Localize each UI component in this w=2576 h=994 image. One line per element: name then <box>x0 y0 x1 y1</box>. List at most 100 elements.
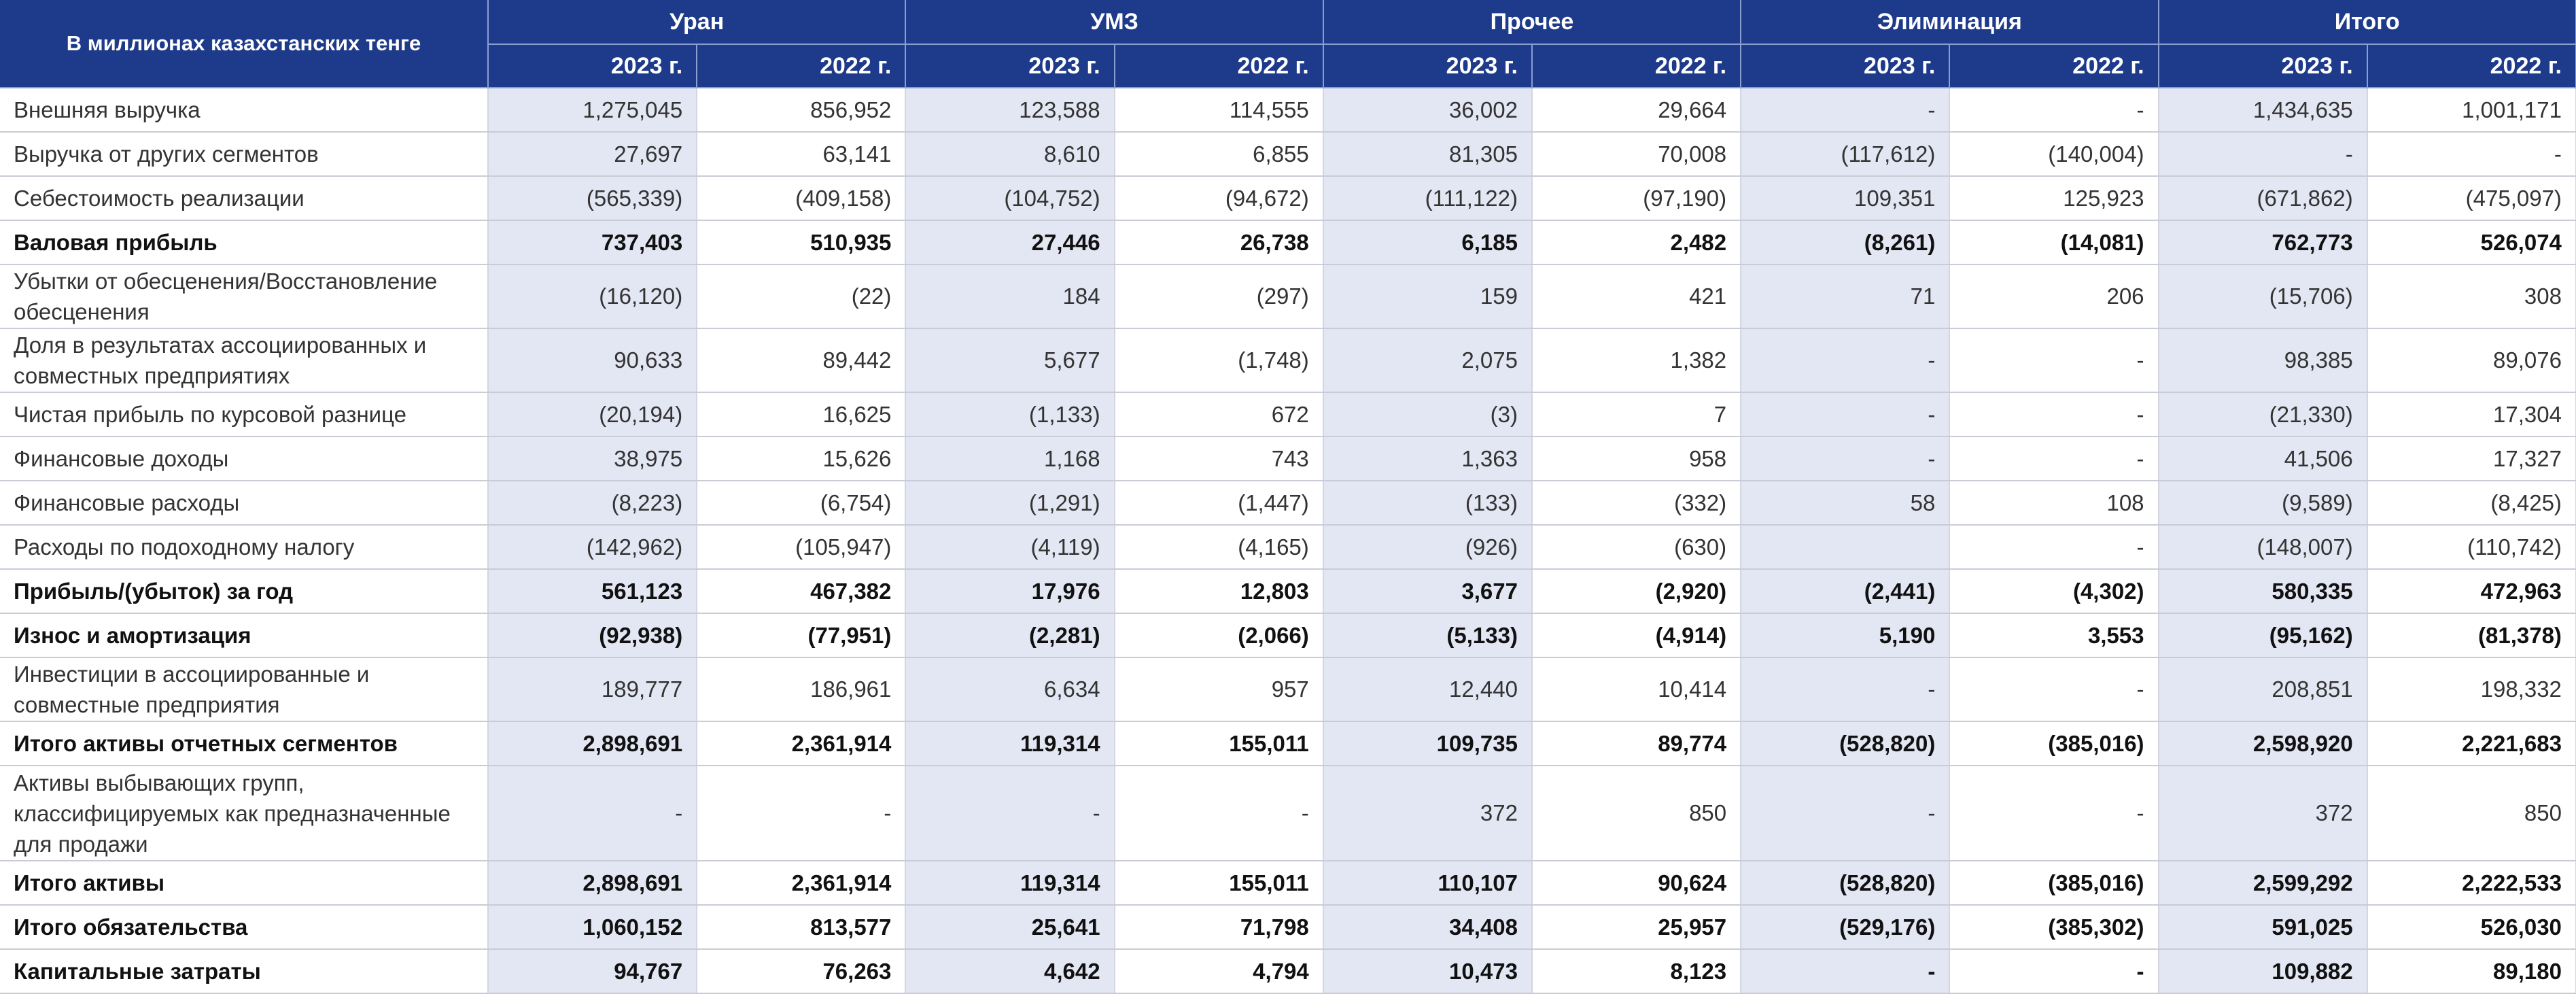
value-cell: 308 <box>2367 264 2576 329</box>
value-cell: 25,957 <box>1531 905 1742 950</box>
value-cell: - <box>1949 766 2159 861</box>
value-cell: 71 <box>1741 264 1951 329</box>
value-cell: 27,446 <box>905 220 1115 265</box>
value-cell: 737,403 <box>488 220 698 265</box>
year-header: 2023 г. <box>2158 44 2368 88</box>
value-cell: 89,180 <box>2367 949 2576 994</box>
value-cell: (3) <box>1323 392 1533 437</box>
value-cell: 38,975 <box>488 436 698 481</box>
value-cell: 70,008 <box>1531 132 1742 177</box>
value-cell: 6,185 <box>1323 220 1533 265</box>
value-cell: 526,030 <box>2367 905 2576 950</box>
value-cell: - <box>1949 525 2159 570</box>
value-cell: 813,577 <box>697 905 907 950</box>
value-cell: - <box>905 766 1115 861</box>
row-label: Доля в результатах ассоциированных и сов… <box>0 328 489 393</box>
table-row: Себестоимость реализации (565,339) (409,15… <box>0 176 2576 221</box>
row-label: Выручка от других сегментов <box>0 132 489 177</box>
row-label: Расходы по подоходному налогу <box>0 525 489 570</box>
value-cell: 81,305 <box>1323 132 1533 177</box>
row-label: Валовая прибыль <box>0 220 489 265</box>
value-cell: (6,754) <box>697 481 907 526</box>
table-row: Капитальные затраты 94,767 76,263 4,642 4,79… <box>0 949 2576 994</box>
value-cell: (409,158) <box>697 176 907 221</box>
table-row: Финансовые расходы (8,223) (6,754) (1,291)(… <box>0 481 2576 526</box>
value-cell: 2,075 <box>1323 328 1533 393</box>
value-cell: 159 <box>1323 264 1533 329</box>
value-cell: 41,506 <box>2158 436 2368 481</box>
table-row: Финансовые доходы 38,975 15,626 1,168 743 1,3… <box>0 436 2576 481</box>
row-label: Себестоимость реализации <box>0 176 489 221</box>
value-cell: 98,385 <box>2158 328 2368 393</box>
value-cell: - <box>1741 657 1951 722</box>
value-cell: 155,011 <box>1114 861 1324 906</box>
table-row: Итого обязательства 1,060,152 813,577 25,64… <box>0 905 2576 950</box>
table-row: Валовая прибыль 737,403 510,935 27,446 26,73… <box>0 220 2576 265</box>
value-cell: (142,962) <box>488 525 698 570</box>
value-cell: 1,168 <box>905 436 1115 481</box>
value-cell: 1,434,635 <box>2158 88 2368 133</box>
value-cell: 7 <box>1531 392 1742 437</box>
value-cell: (4,914) <box>1531 613 1742 658</box>
value-cell: 36,002 <box>1323 88 1533 133</box>
value-cell: (20,194) <box>488 392 698 437</box>
value-cell: - <box>488 766 698 861</box>
value-cell: (385,016) <box>1949 721 2159 766</box>
value-cell: 3,677 <box>1323 569 1533 614</box>
row-label: Итого активы отчетных сегментов <box>0 721 489 766</box>
value-cell: (111,122) <box>1323 176 1533 221</box>
value-cell: (528,820) <box>1741 861 1951 906</box>
value-cell: 17,327 <box>2367 436 2576 481</box>
value-cell: 2,898,691 <box>488 721 698 766</box>
table-body: Внешняя выручка 1,275,045 856,952 123,588 11… <box>0 88 2576 994</box>
value-cell: 89,076 <box>2367 328 2576 393</box>
year-header: 2022 г. <box>1114 44 1324 88</box>
row-label: Чистая прибыль по курсовой разнице <box>0 392 489 437</box>
value-cell: 421 <box>1531 264 1742 329</box>
row-label: Финансовые доходы <box>0 436 489 481</box>
value-cell: 108 <box>1949 481 2159 526</box>
value-cell: (2,066) <box>1114 613 1324 658</box>
value-cell: (671,862) <box>2158 176 2368 221</box>
value-cell: 76,263 <box>697 949 907 994</box>
value-cell: 119,314 <box>905 721 1115 766</box>
value-cell: (21,330) <box>2158 392 2368 437</box>
value-cell: - <box>1741 766 1951 861</box>
value-cell: (1,748) <box>1114 328 1324 393</box>
value-cell: 957 <box>1114 657 1324 722</box>
value-cell: 472,963 <box>2367 569 2576 614</box>
value-cell: (8,425) <box>2367 481 2576 526</box>
row-label: Финансовые расходы <box>0 481 489 526</box>
value-cell: 17,304 <box>2367 392 2576 437</box>
value-cell: 580,335 <box>2158 569 2368 614</box>
year-header: 2022 г. <box>1949 44 2159 88</box>
value-cell: (77,951) <box>697 613 907 658</box>
value-cell: (9,589) <box>2158 481 2368 526</box>
row-label: Итого активы <box>0 861 489 906</box>
value-cell: 672 <box>1114 392 1324 437</box>
value-cell <box>1741 525 1951 570</box>
table-row: Расходы по подоходному налогу (142,962) (1… <box>0 525 2576 570</box>
value-cell: - <box>1949 949 2159 994</box>
value-cell: 762,773 <box>2158 220 2368 265</box>
year-header: 2023 г. <box>488 44 698 88</box>
value-cell: (95,162) <box>2158 613 2368 658</box>
header-corner-label: В миллионах казахстанских тенге <box>0 0 489 88</box>
value-cell: (8,261) <box>1741 220 1951 265</box>
value-cell: 89,774 <box>1531 721 1742 766</box>
table-row: Внешняя выручка 1,275,045 856,952 123,588 11… <box>0 88 2576 133</box>
value-cell: - <box>1114 766 1324 861</box>
group-header-umz: УМЗ <box>905 0 1324 45</box>
value-cell: - <box>697 766 907 861</box>
value-cell: 372 <box>2158 766 2368 861</box>
value-cell: 15,626 <box>697 436 907 481</box>
value-cell: 90,633 <box>488 328 698 393</box>
year-header: 2023 г. <box>905 44 1115 88</box>
value-cell: 89,442 <box>697 328 907 393</box>
value-cell: 16,625 <box>697 392 907 437</box>
value-cell: - <box>1741 328 1951 393</box>
value-cell: (117,612) <box>1741 132 1951 177</box>
table-header: В миллионах казахстанских тенге Уран УМЗ… <box>0 0 2576 88</box>
year-header: 2022 г. <box>2367 44 2576 88</box>
